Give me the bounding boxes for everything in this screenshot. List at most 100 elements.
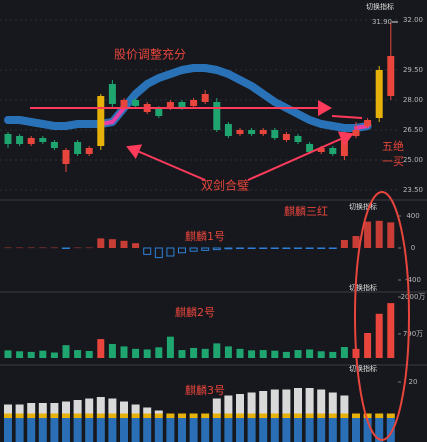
bar [50,352,58,358]
bar-segment [120,418,128,442]
bar [74,350,82,358]
bar [4,247,12,249]
y-tick-label: 0 [411,244,415,252]
bar-segment [131,418,140,442]
y-tick-label: 26.50 [403,126,423,134]
bar [329,351,337,358]
candle-body [317,148,325,152]
bar [178,247,186,254]
bar-segment [96,413,105,418]
bar [120,346,128,358]
bar [236,247,244,249]
bar [74,247,82,249]
bar-segment [340,418,349,442]
y-tick-label: 20 [409,378,418,386]
candle-body [178,102,186,108]
bar-segment [212,413,221,418]
bar-segment [375,418,384,442]
bar-segment [236,413,244,418]
bar [16,247,24,249]
bar [143,349,151,358]
bar-segment [236,394,244,414]
bar-segment [317,418,326,442]
bar-segment [27,413,36,418]
bar-segment [270,389,279,414]
bar [387,303,395,358]
line-series [4,64,372,132]
candle-body [85,148,93,154]
bar-segment [62,413,70,418]
bar-segment [363,413,372,418]
last-price-label: 31.90 [372,18,392,26]
bar-segment [270,413,279,418]
annotation: 麒麟2号 [175,305,215,319]
annotation: 股价调整充分 [114,47,186,62]
annotation: 麒麟3号 [185,383,225,397]
bar [39,247,47,249]
bar-segment [282,418,291,442]
bar-segment [386,413,395,418]
indicator-button[interactable]: 切换指标 [366,2,394,11]
bar-segment [212,398,221,414]
bar-segment [73,418,82,442]
annotation-overlay [30,100,410,441]
bar [154,247,163,259]
bar-segment [38,418,47,442]
y-tick-label: 2000万 [401,293,426,301]
bar-segment [178,413,186,418]
bar-segment [96,418,105,442]
bar [27,247,35,249]
indicator-button[interactable]: 切换指标 [349,202,377,211]
candle-body [282,134,290,140]
annotation: 五绝 [382,139,404,153]
bar-segment [4,413,12,418]
bar-segment [340,395,349,414]
bar-segment [131,404,140,414]
bar [270,247,279,249]
bar-segment [282,413,291,418]
candle-body [39,138,47,142]
bar [97,339,105,358]
candle-body [259,130,267,134]
candle-body [306,144,314,152]
indicator-button[interactable]: 切换指标 [349,364,377,373]
bar [375,220,383,248]
candle-body [329,148,337,154]
bar-segment [189,418,198,442]
candle-body [4,134,12,144]
bar-segment [259,391,268,414]
bar-segment [4,418,12,442]
bar [132,243,140,248]
bar-segment [386,418,395,442]
bar [340,240,348,248]
bar-segment [328,392,337,414]
candle-body [97,96,105,146]
y-tick-label: 32.00 [403,16,423,24]
bar-segment [247,418,256,442]
candle-body [387,56,395,96]
bar-segment [50,418,59,442]
bar [50,247,58,249]
bar [236,348,244,358]
indicator-button[interactable]: 切换指标 [349,283,377,292]
bar-segment [282,389,291,414]
bar [166,247,175,257]
candle-body [271,130,279,138]
bar-segment [375,413,384,418]
bar-segment [73,413,82,418]
bar [352,236,360,248]
bar-segment [62,418,70,442]
bar [317,351,325,358]
bar [224,346,232,358]
bar [85,350,93,358]
bar-segment [27,403,36,414]
y-tick-label: 28.00 [403,96,423,104]
bar [108,343,116,358]
bar-segment [166,418,175,442]
y-tick-label: -400 [405,276,421,284]
candle-body [236,130,244,134]
bar-segment [50,403,59,414]
candle-body [248,130,256,134]
bar [387,222,395,248]
